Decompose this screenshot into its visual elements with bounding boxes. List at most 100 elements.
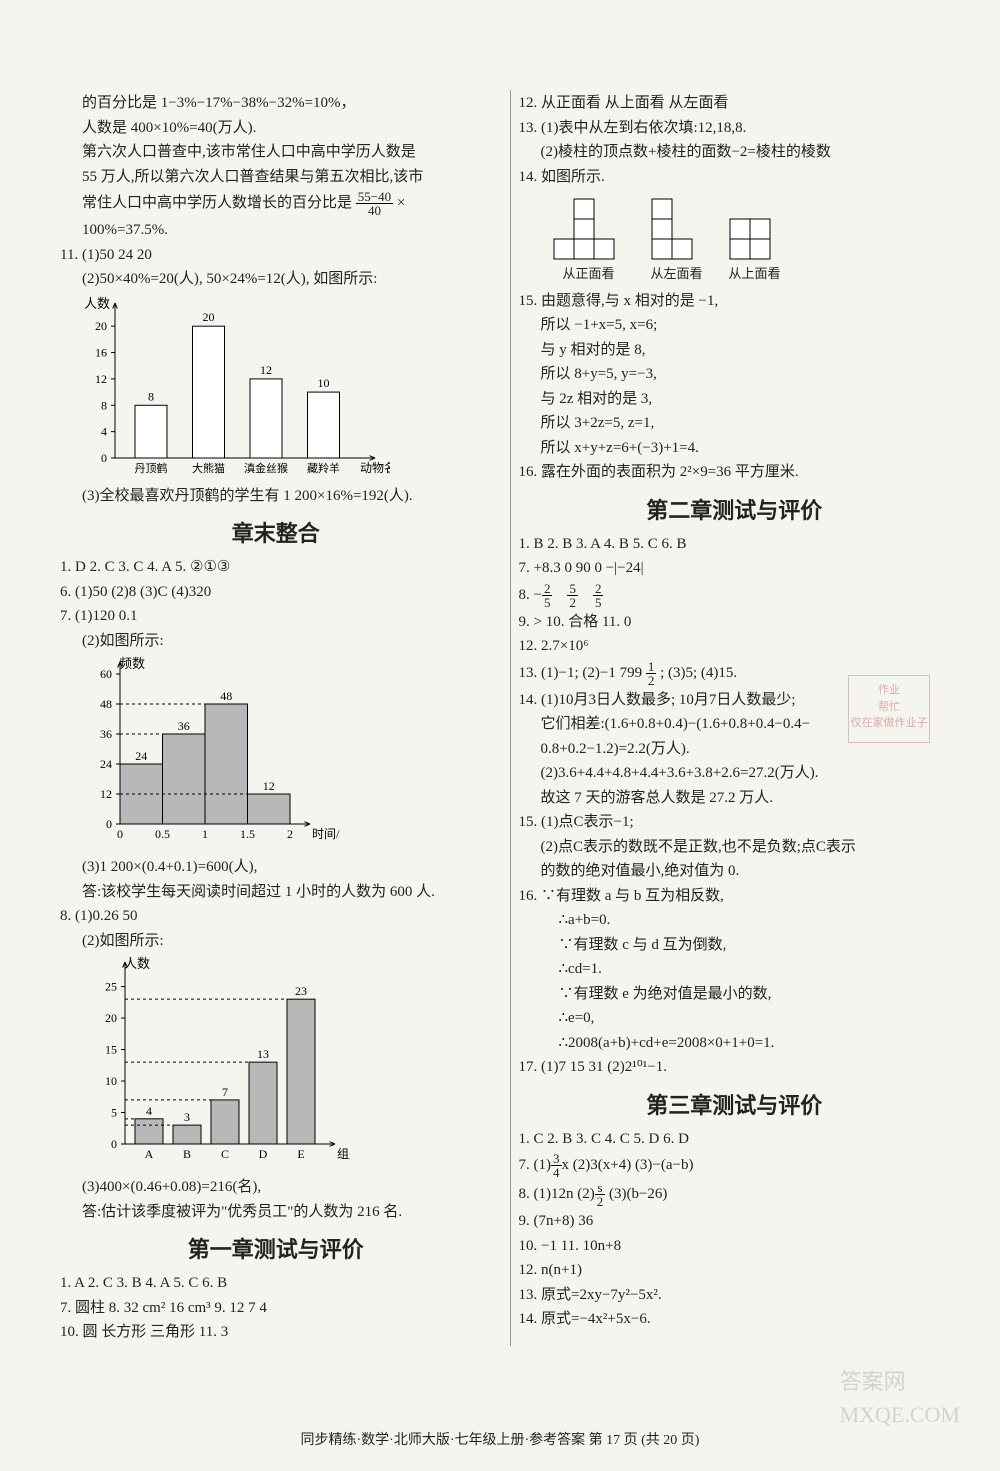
svg-text:1.5: 1.5 [240,827,255,841]
watermark-icon: 答案网MXQE.COM [840,1365,960,1431]
text: 人数是 400×10%=40(万人). [60,117,492,140]
svg-text:25: 25 [105,980,117,994]
text: 13. 原式=2xy−7y²−5x². [519,1284,951,1307]
svg-text:48: 48 [220,689,232,703]
svg-text:4: 4 [146,1104,152,1118]
svg-text:8: 8 [148,389,154,403]
svg-text:大熊猫: 大熊猫 [192,461,225,475]
histogram-reading-time: 频数012243648602436481200.511.52时间/h [60,654,340,854]
svg-text:12: 12 [263,779,275,793]
text: (3)(b−26) [605,1186,667,1202]
svg-text:组别: 组别 [337,1147,350,1161]
svg-text:0: 0 [106,817,112,831]
text: 8. (1)0.26 50 [60,905,492,928]
bar-chart-groups: 人数05101520254A3B7C13D23E组别 [60,954,350,1174]
svg-text:24: 24 [135,749,147,763]
text: 7. +8.3 0 90 0 −|−24| [519,557,951,580]
svg-text:10: 10 [318,376,330,390]
svg-text:1: 1 [202,827,208,841]
svg-text:0: 0 [101,451,107,465]
text: 1. D 2. C 3. C 4. A 5. ②①③ [60,556,492,579]
fraction: 55−4040 [356,190,393,217]
svg-text:12: 12 [100,787,112,801]
text: (3)全校最喜欢丹顶鹤的学生有 1 200×16%=192(人). [60,485,492,508]
text: 100%=37.5%. [60,219,492,242]
section-title: 第一章测试与评价 [60,1233,492,1266]
view-label: 从正面看 [549,264,629,284]
watermark-stamp: 作业帮忙仅在家做作业子 [848,675,930,743]
svg-text:13: 13 [257,1047,269,1061]
text: 12. 从正面看 从上面看 从左面看 [519,92,951,115]
text: 7. (1) [519,1157,552,1173]
text: 8. − [519,586,542,602]
text: ∴2008(a+b)+cd+e=2008×0+1+0=1. [519,1032,951,1055]
text: 13. (1)表中从左到右依次填:12,18,8. [519,117,951,140]
text: 55 万人,所以第六次人口普查结果与第五次相比,该市 [60,166,492,189]
text: 9. (7n+8) 36 [519,1210,951,1233]
text: 15. (1)点C表示−1; [519,811,951,834]
svg-text:24: 24 [100,757,112,771]
text: 14. 如图所示. [519,166,951,189]
svg-text:4: 4 [101,424,107,438]
page-footer: 同步精练·数学·北师大版·七年级上册·参考答案 第 17 页 (共 20 页) [0,1430,1000,1451]
text: ∴cd=1. [519,958,951,981]
text: 7. (1)34x (2)3(x+4) (3)−(a−b) [519,1152,951,1179]
section-title: 第三章测试与评价 [519,1089,951,1122]
svg-text:23: 23 [295,984,307,998]
text: 的百分比是 1−3%−17%−38%−32%=10%， [60,92,492,115]
text: (2)如图所示: [60,630,492,653]
text: ∴a+b=0. [519,909,951,932]
text: 10. −1 11. 10n+8 [519,1235,951,1258]
svg-text:B: B [183,1147,191,1161]
text: (2)点C表示的数既不是正数,也不是负数;点C表示 [519,836,951,859]
text: 所以 8+y=5, y=−3, [519,363,951,386]
text: ; (3)5; (4)15. [660,664,737,680]
text: 7. (1)120 0.1 [60,605,492,628]
svg-text:7: 7 [222,1085,228,1099]
svg-text:滇金丝猴: 滇金丝猴 [244,461,288,475]
svg-text:频数: 频数 [119,656,145,671]
text: ∵有理数 c 与 d 互为倒数, [519,934,951,957]
svg-text:36: 36 [178,719,190,733]
svg-text:E: E [297,1147,304,1161]
svg-text:12: 12 [95,371,107,385]
text: 常住人口中高中学历人数增长的百分比是 55−4040 × [60,190,492,217]
text: 10. 圆 长方形 三角形 11. 3 [60,1321,492,1344]
text: (2)如图所示: [60,930,492,953]
text: 与 y 相对的是 8, [519,339,951,362]
text: 答:估计该季度被评为"优秀员工"的人数为 216 名. [60,1201,492,1224]
svg-text:5: 5 [111,1106,117,1120]
text: 13. (1)−1; (2)−1 799 [519,664,643,680]
section-title: 章末整合 [60,517,492,550]
text: 与 2z 相对的是 3, [519,388,951,411]
text: 1. C 2. B 3. C 4. C 5. D 6. D [519,1128,951,1151]
svg-text:36: 36 [100,727,112,741]
text: 第六次人口普查中,该市常住人口中高中学历人数是 [60,141,492,164]
text: × [397,195,405,211]
svg-text:2: 2 [287,827,293,841]
svg-text:20: 20 [105,1011,117,1025]
text: 7. 圆柱 8. 32 cm² 16 cm³ 9. 12 7 4 [60,1297,492,1320]
svg-text:人数: 人数 [124,956,150,971]
svg-text:0: 0 [117,827,123,841]
text: 12. n(n+1) [519,1259,951,1282]
text: 16. 露在外面的表面积为 2²×9=36 平方厘米. [519,461,951,484]
svg-text:48: 48 [100,697,112,711]
svg-text:16: 16 [95,345,107,359]
svg-text:丹顶鹤: 丹顶鹤 [135,461,168,475]
svg-text:12: 12 [260,362,272,376]
svg-text:10: 10 [105,1074,117,1088]
section-title: 第二章测试与评价 [519,494,951,527]
svg-text:C: C [221,1147,229,1161]
left-column: 的百分比是 1−3%−17%−38%−32%=10%， 人数是 400×10%=… [60,90,500,1346]
text: 8. −25 52 25 [519,582,951,609]
text: 所以 x+y+z=6+(−3)+1=4. [519,437,951,460]
text: 答:该校学生每天阅读时间超过 1 小时的人数为 600 人. [60,881,492,904]
text: 1. B 2. B 3. A 4. B 5. C 6. B [519,533,951,556]
view-label: 从上面看 [725,264,785,284]
view-label: 从左面看 [647,264,707,284]
text: ∴e=0, [519,1007,951,1030]
text: 11. (1)50 24 20 [60,244,492,267]
text: 14. 原式=−4x²+5x−6. [519,1308,951,1331]
bar-chart-animals: 人数0481216208丹顶鹤20大熊猫12滇金丝猴10藏羚羊动物名称 [60,293,390,483]
